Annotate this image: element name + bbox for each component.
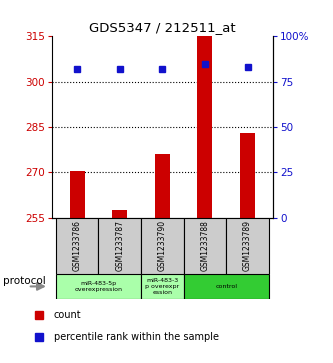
Bar <box>197 36 212 218</box>
Bar <box>226 218 269 274</box>
Text: protocol: protocol <box>3 276 46 286</box>
Text: GSM1233788: GSM1233788 <box>200 220 209 272</box>
Bar <box>183 218 226 274</box>
Text: miR-483-5p
overexpression: miR-483-5p overexpression <box>75 281 123 292</box>
Bar <box>70 171 85 218</box>
Text: GSM1233790: GSM1233790 <box>158 220 167 272</box>
Text: miR-483-3
p overexpr
ession: miR-483-3 p overexpr ession <box>145 278 179 295</box>
Bar <box>240 133 255 218</box>
Text: count: count <box>54 310 82 320</box>
Bar <box>155 154 170 218</box>
Bar <box>141 274 183 299</box>
Title: GDS5347 / 212511_at: GDS5347 / 212511_at <box>89 21 236 34</box>
Text: GSM1233787: GSM1233787 <box>115 220 124 272</box>
Bar <box>56 218 99 274</box>
Bar <box>99 218 141 274</box>
Text: percentile rank within the sample: percentile rank within the sample <box>54 332 219 342</box>
Bar <box>141 218 183 274</box>
Bar <box>183 274 269 299</box>
Bar <box>112 210 127 218</box>
Text: GSM1233789: GSM1233789 <box>243 220 252 272</box>
Text: control: control <box>215 284 237 289</box>
Bar <box>56 274 141 299</box>
Text: GSM1233786: GSM1233786 <box>73 220 82 272</box>
